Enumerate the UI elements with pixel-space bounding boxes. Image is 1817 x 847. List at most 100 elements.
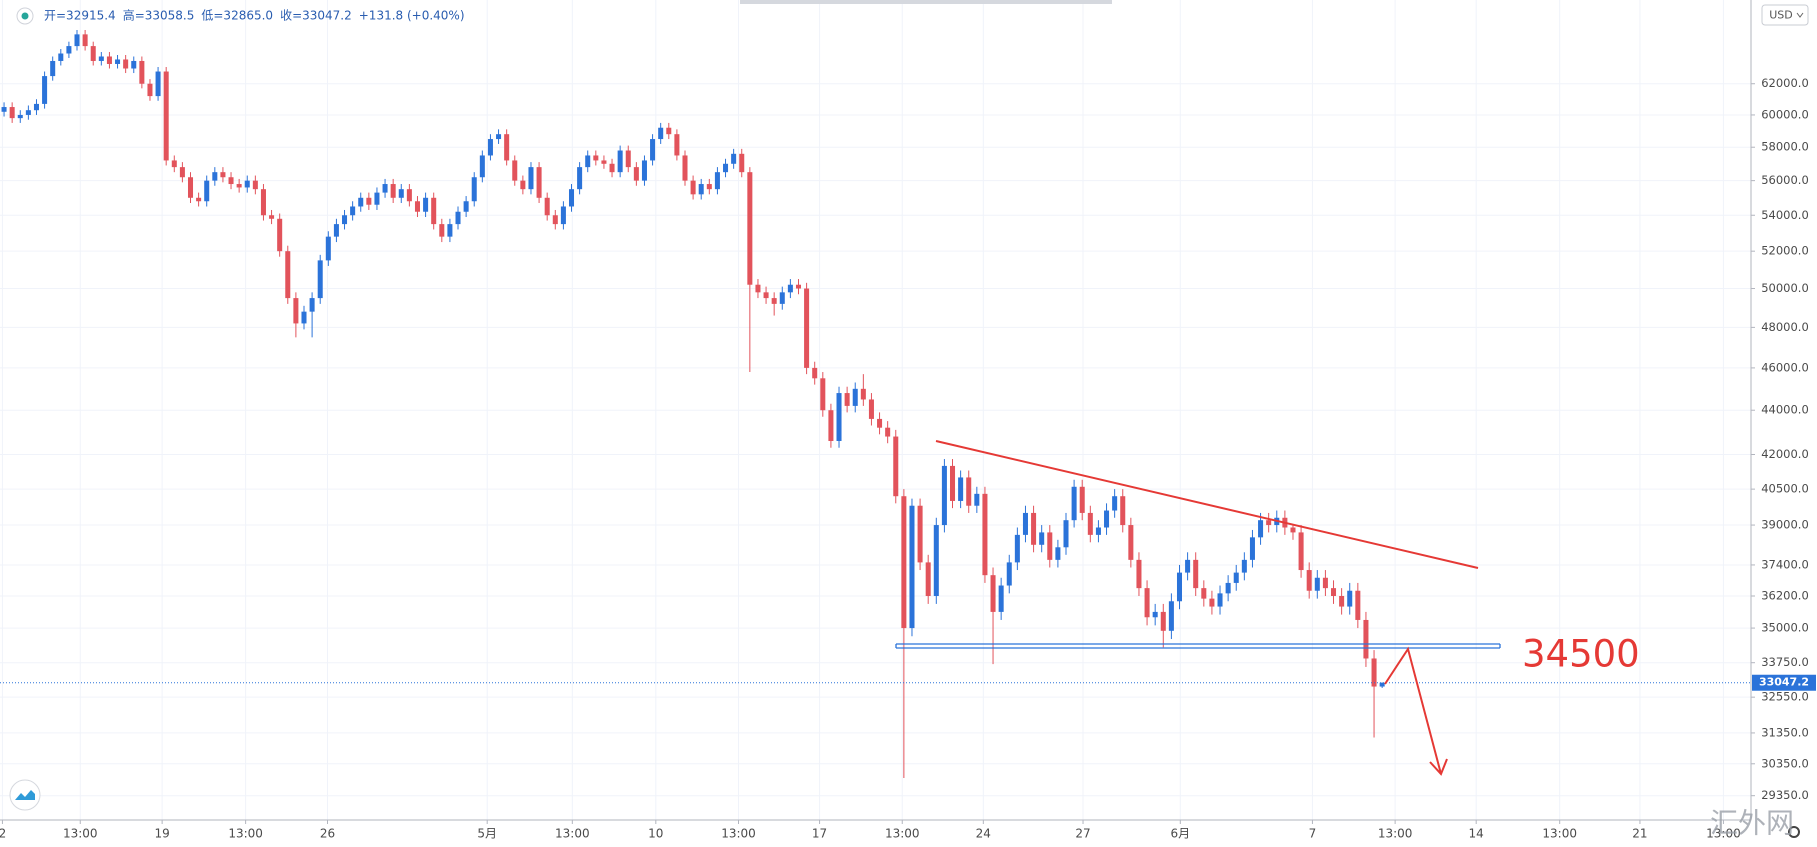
y-tick-label: 39000.0: [1761, 518, 1809, 532]
x-tick-label: 7: [1309, 827, 1317, 841]
legend-item: +131.8 (+0.40%): [359, 9, 465, 23]
candle-body: [512, 160, 518, 181]
candle-body: [358, 197, 364, 207]
candle-body: [1047, 532, 1053, 560]
legend-item: 开=32915.4: [44, 9, 116, 23]
candle-body: [196, 197, 202, 202]
candle-body: [966, 477, 972, 506]
candle-body: [1314, 577, 1320, 591]
candle-body: [131, 60, 137, 69]
candle-body: [1298, 532, 1304, 571]
candle-body: [33, 103, 39, 111]
candle-body: [1152, 611, 1158, 618]
currency-button[interactable]: [1761, 4, 1809, 26]
candle-body: [220, 172, 226, 178]
x-tick-label: 26: [320, 827, 335, 841]
candle-body: [139, 60, 145, 84]
candles: [0, 29, 1751, 779]
candle-body: [155, 71, 161, 97]
candle-body: [917, 505, 923, 563]
candle-body: [1112, 496, 1118, 511]
candle-body: [787, 284, 793, 293]
x-tick-label: 13:00: [228, 827, 263, 841]
candle-body: [309, 298, 315, 312]
candle-body: [836, 393, 842, 442]
candle-body: [747, 172, 753, 285]
candle-body: [812, 367, 818, 379]
candle-body: [755, 284, 761, 293]
candle-body: [779, 292, 785, 304]
x-tick-label: 13:00: [1378, 827, 1413, 841]
settings-icon[interactable]: [1788, 826, 1800, 838]
legend-item: 低=32865.0: [201, 9, 273, 23]
y-tick-label: 54000.0: [1761, 208, 1809, 222]
candle-body: [877, 418, 883, 428]
candle-body: [204, 180, 210, 202]
candle-body: [496, 134, 502, 140]
y-tick-label: 35000.0: [1761, 621, 1809, 635]
candle-body: [941, 465, 947, 526]
candle-body: [374, 192, 380, 205]
drawings: 34500: [895, 440, 1640, 776]
x-tick-label: 14: [1469, 827, 1484, 841]
y-tick-label: 33750.0: [1761, 655, 1809, 669]
candle-body: [423, 197, 429, 212]
candle-body: [1071, 486, 1077, 521]
x-tick-label: 13:00: [555, 827, 590, 841]
candle-body: [1266, 520, 1272, 526]
y-tick-label: 48000.0: [1761, 320, 1809, 334]
candle-body: [925, 562, 931, 596]
y-tick-label: 42000.0: [1761, 447, 1809, 461]
candle-body: [98, 56, 104, 61]
candle-body: [17, 114, 23, 119]
candle-body: [9, 107, 15, 119]
candle-body: [74, 34, 80, 47]
candle-body: [1249, 537, 1255, 560]
candle-body: [601, 160, 607, 164]
candle-body: [244, 180, 250, 188]
candle-body: [1241, 559, 1247, 573]
candle-body: [1201, 588, 1207, 599]
x-tick-label: 10: [648, 827, 663, 841]
y-tick-label: 58000.0: [1761, 140, 1809, 154]
candle-body: [147, 83, 153, 97]
candle-body: [1176, 572, 1183, 602]
candle-body: [414, 201, 420, 212]
candle-body: [1022, 512, 1028, 535]
candle-body: [471, 177, 477, 202]
candle-body: [179, 167, 185, 178]
candle-body: [1322, 577, 1328, 589]
candle-body: [1039, 532, 1045, 545]
top-shadow: [740, 0, 1112, 4]
candle-body: [974, 493, 980, 506]
candle-body: [25, 110, 31, 115]
candle-body: [479, 155, 485, 178]
candle-body: [236, 184, 242, 188]
x-tick-label: 13:00: [885, 827, 920, 841]
candle-body: [731, 153, 737, 164]
candle-body: [577, 167, 583, 190]
candle-body: [1347, 590, 1353, 607]
last-price-box: [1752, 674, 1816, 691]
y-tick-label: 32550.0: [1761, 690, 1809, 704]
currency-label[interactable]: USD: [1769, 9, 1793, 22]
candle-body: [1120, 496, 1126, 526]
candle-body: [1079, 486, 1085, 513]
candle-body: [42, 76, 48, 104]
candle-body: [1095, 527, 1101, 535]
candle-body: [1290, 527, 1296, 533]
candle-body: [487, 139, 493, 156]
candle-body: [852, 388, 858, 406]
candle-body: [269, 215, 275, 219]
logo[interactable]: [15, 790, 35, 800]
candle-body: [633, 167, 639, 181]
candle-body: [1233, 572, 1239, 583]
candle-body: [990, 575, 996, 612]
candle-body: [820, 378, 826, 411]
status-dot: [21, 12, 29, 20]
candle-body: [366, 197, 372, 205]
y-tick-label: 30350.0: [1761, 756, 1809, 770]
logo-ring[interactable]: [9, 779, 41, 811]
candle-body: [123, 59, 129, 69]
currency-caret[interactable]: [1796, 12, 1804, 18]
